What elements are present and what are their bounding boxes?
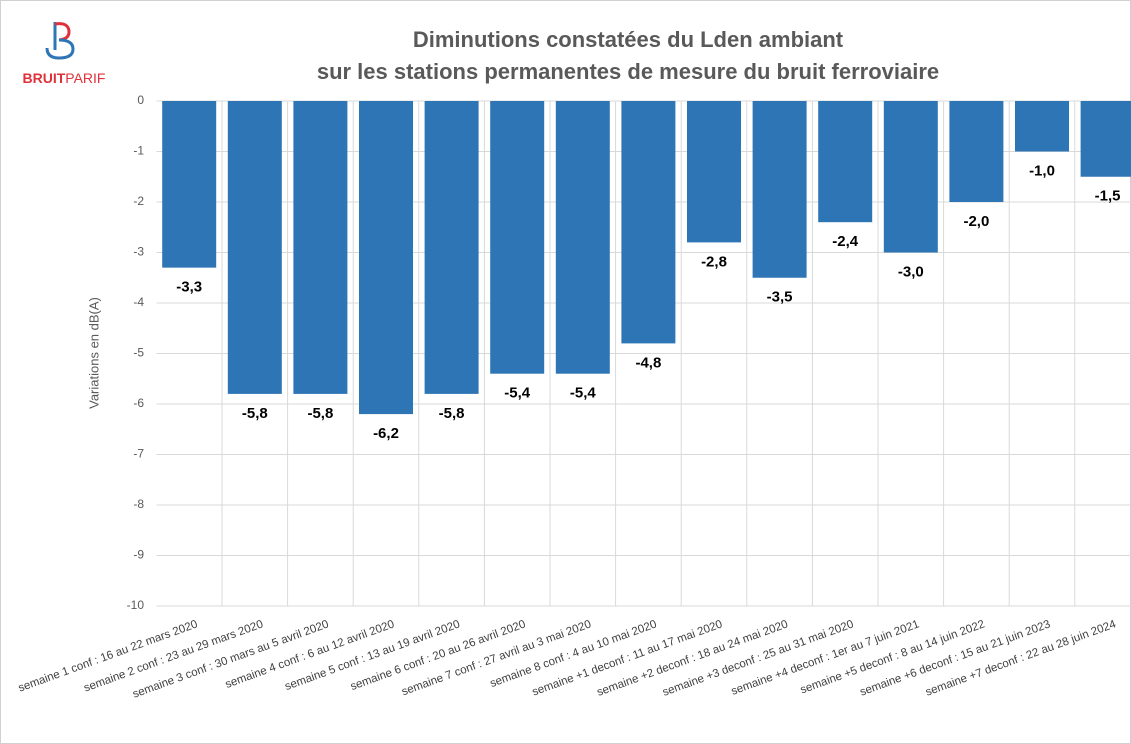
value-label: -2,8 <box>701 253 727 270</box>
logo-light: PARIF <box>65 70 105 86</box>
value-label: -3,3 <box>176 279 202 296</box>
y-tick-label: -2 <box>133 194 144 208</box>
value-label: -6,2 <box>373 425 399 442</box>
chart-subtitle: sur les stations permanentes de mesure d… <box>317 59 939 84</box>
value-label: -1,0 <box>1029 162 1055 179</box>
y-tick-label: -1 <box>133 144 144 158</box>
bar <box>1080 101 1131 177</box>
value-label: -2,4 <box>832 233 859 250</box>
value-label: -3,5 <box>767 289 793 306</box>
bar <box>752 101 807 278</box>
value-label: -2,0 <box>963 213 989 230</box>
bar <box>293 101 348 394</box>
bar <box>687 101 741 243</box>
value-label: -5,8 <box>307 405 333 422</box>
y-tick-label: -5 <box>133 346 144 360</box>
bar <box>1015 101 1069 152</box>
bar <box>490 101 545 374</box>
bar <box>883 101 938 253</box>
y-tick-label: -4 <box>133 295 144 309</box>
bar <box>949 101 1004 202</box>
y-axis-label: Variations en dB(A) <box>86 297 101 409</box>
value-label: -5,8 <box>439 405 465 422</box>
y-tick-label: -3 <box>133 245 144 259</box>
value-label: -5,4 <box>504 385 531 402</box>
value-label: -5,8 <box>242 405 268 422</box>
chart-title: Diminutions constatées du Lden ambiant <box>413 27 844 52</box>
y-tick-label: -6 <box>133 396 144 410</box>
y-tick-label: -8 <box>133 497 144 511</box>
logo-icon <box>45 22 75 60</box>
bar <box>621 101 676 344</box>
logo-text: BRUITPARIF <box>23 70 106 86</box>
y-tick-label: 0 <box>137 93 144 107</box>
bar <box>359 101 413 415</box>
value-label: -4,8 <box>635 354 661 371</box>
value-label: -5,4 <box>570 385 597 402</box>
bar <box>555 101 610 374</box>
bar <box>227 101 282 394</box>
y-tick-label: -7 <box>133 447 144 461</box>
bar <box>818 101 873 223</box>
value-label: -3,0 <box>898 263 924 280</box>
y-tick-label: -9 <box>133 548 144 562</box>
value-label: -1,5 <box>1095 188 1121 205</box>
bar <box>424 101 479 394</box>
bar <box>162 101 217 268</box>
logo-bold: BRUIT <box>23 70 66 86</box>
y-tick-label: -10 <box>127 598 145 612</box>
